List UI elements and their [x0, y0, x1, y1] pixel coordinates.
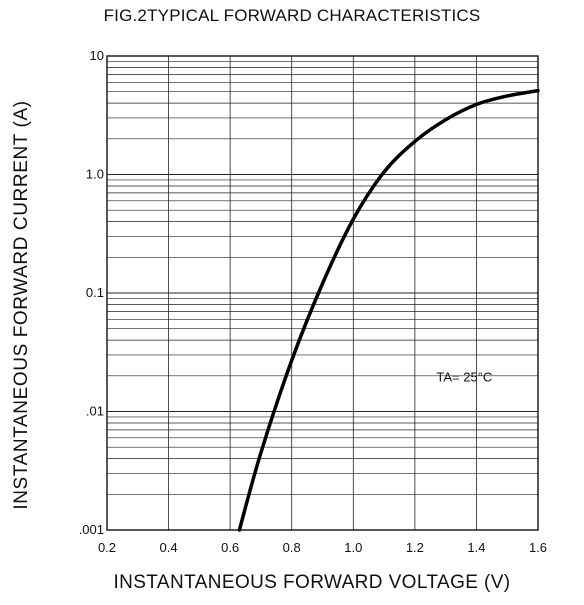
plot-frame	[106, 55, 539, 531]
y-tick-label: 0.1	[86, 285, 104, 300]
y-tick-label: 1.0	[86, 167, 104, 182]
series	[237, 88, 540, 532]
y-tick-label: .001	[79, 522, 104, 537]
y-tick-label: 10	[90, 48, 104, 63]
x-tick-label: 1.2	[406, 540, 424, 555]
forward-characteristic-curve	[237, 88, 540, 532]
x-tick-label: 1.4	[467, 540, 485, 555]
grid	[106, 56, 539, 531]
temperature-annotation: TA= 25°C	[436, 369, 492, 384]
y-tick-label: .01	[86, 404, 104, 419]
x-axis-label: INSTANTANEOUS FORWARD VOLTAGE (V)	[113, 572, 511, 593]
x-tick-label: 0.6	[221, 540, 239, 555]
tick-labels: 0.2 0.4 0.6 0.8 1.0 1.2 1.4 1.6 10 1.0 0.1 .01 .001	[79, 48, 547, 555]
x-tick-label: 0.2	[98, 540, 116, 555]
chart-title: FIG.2TYPICAL FORWARD CHARACTERISTICS	[103, 6, 481, 25]
x-tick-label: 0.4	[160, 540, 178, 555]
x-tick-label: 1.6	[529, 540, 547, 555]
x-tick-label: 1.0	[344, 540, 362, 555]
x-tick-label: 0.8	[283, 540, 301, 555]
